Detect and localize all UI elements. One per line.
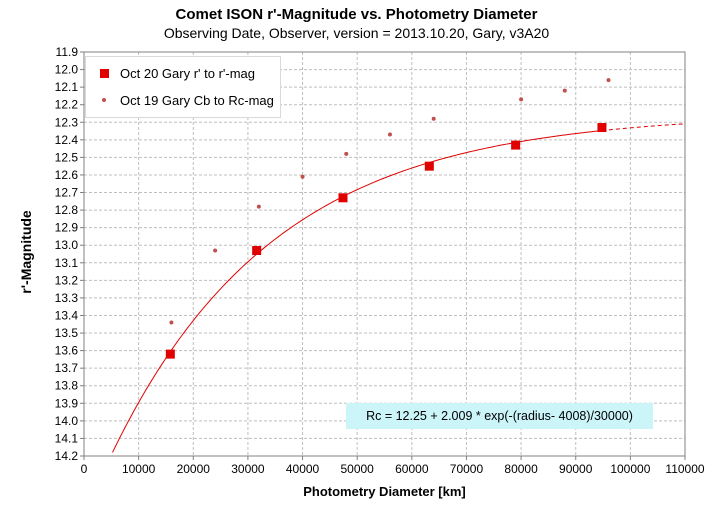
y-tick-label: 14.0	[55, 414, 79, 428]
y-tick-label: 13.1	[55, 256, 79, 270]
y-tick-label: 12.7	[55, 186, 79, 200]
x-tick-label: 90000	[559, 462, 593, 476]
x-axis-label: Photometry Diameter [km]	[303, 484, 466, 499]
y-tick-label: 13.4	[55, 308, 79, 322]
plot-border	[83, 51, 686, 457]
y-tick-label: 12.4	[55, 133, 79, 147]
y-tick-label: 12.8	[55, 203, 79, 217]
point-oct19	[344, 151, 349, 156]
grid-lines	[80, 51, 686, 460]
square-marker-icon	[94, 68, 114, 78]
x-tick-label: 0	[81, 462, 88, 476]
point-oct19	[300, 174, 305, 179]
fit-curve-solid	[112, 130, 603, 453]
x-tick-label: 80000	[504, 462, 538, 476]
y-tick-label: 12.5	[55, 150, 79, 164]
y-tick-label: 13.9	[55, 396, 79, 410]
plot-area	[84, 52, 685, 456]
legend-entry-oct20: Oct 20 Gary r' to r'-mag	[94, 64, 255, 82]
legend-entry-oct19: Oct 19 Gary Cb to Rc-mag	[94, 91, 274, 109]
point-oct19	[169, 320, 174, 325]
point-oct19	[519, 97, 524, 102]
point-oct19	[213, 248, 218, 253]
y-tick-label: 13.0	[55, 238, 79, 252]
chart-subtitle: Observing Date, Observer, version = 2013…	[163, 25, 550, 41]
point-oct19	[387, 132, 392, 137]
legend: Oct 20 Gary r' to r'-mag Oct 19 Gary Cb …	[85, 56, 281, 118]
data-points	[165, 78, 611, 359]
y-tick-label: 14.1	[55, 431, 79, 445]
y-tick-label: 12.3	[55, 115, 79, 129]
y-tick-label: 13.2	[55, 273, 79, 287]
x-tick-label: 100000	[610, 462, 650, 476]
point-oct20	[597, 123, 607, 133]
x-tick-label: 20000	[177, 462, 211, 476]
y-tick-label: 14.2	[55, 449, 79, 463]
x-tick-label: 50000	[340, 462, 374, 476]
legend-label-oct19: Oct 19 Gary Cb to Rc-mag	[120, 92, 274, 108]
fit-formula-label: Rc = 12.25 + 2.009 * exp(-(radius- 4008)…	[346, 403, 653, 429]
point-oct19	[562, 88, 567, 93]
tick-labels: 0 10000 20000 30000 40000 50000 60000 70000 8000…	[55, 45, 705, 476]
point-oct20	[338, 193, 348, 203]
y-tick-label: 12.6	[55, 168, 79, 182]
y-tick-label: 12.0	[55, 63, 79, 77]
y-tick-label: 13.7	[55, 361, 79, 375]
chart-title: Comet ISON r'-Magnitude vs. Photometry D…	[175, 6, 538, 23]
x-tick-label: 70000	[450, 462, 484, 476]
point-oct20	[424, 161, 434, 171]
y-tick-label: 12.9	[55, 221, 79, 235]
point-oct19	[606, 78, 611, 83]
point-oct20	[165, 349, 175, 359]
point-oct19	[431, 116, 436, 121]
x-tick-label: 110000	[665, 462, 704, 476]
point-oct20	[511, 140, 521, 150]
x-tick-label: 30000	[231, 462, 265, 476]
y-tick-label: 13.5	[55, 326, 79, 340]
fit-curve	[112, 123, 686, 453]
x-tick-label: 60000	[395, 462, 429, 476]
y-tick-label: 12.2	[55, 98, 79, 112]
y-tick-label: 13.6	[55, 344, 79, 358]
x-tick-label: 40000	[286, 462, 320, 476]
point-oct20	[252, 245, 262, 255]
dot-marker-icon	[94, 98, 114, 102]
y-tick-label: 12.1	[55, 80, 79, 94]
y-tick-label: 11.9	[56, 45, 79, 59]
y-tick-label: 13.8	[55, 379, 79, 393]
legend-label-oct20: Oct 20 Gary r' to r'-mag	[120, 65, 255, 81]
y-tick-label: 13.3	[55, 291, 79, 305]
y-axis-label: r'-Magnitude	[18, 210, 34, 294]
x-tick-label: 10000	[122, 462, 156, 476]
point-oct19	[256, 204, 261, 209]
